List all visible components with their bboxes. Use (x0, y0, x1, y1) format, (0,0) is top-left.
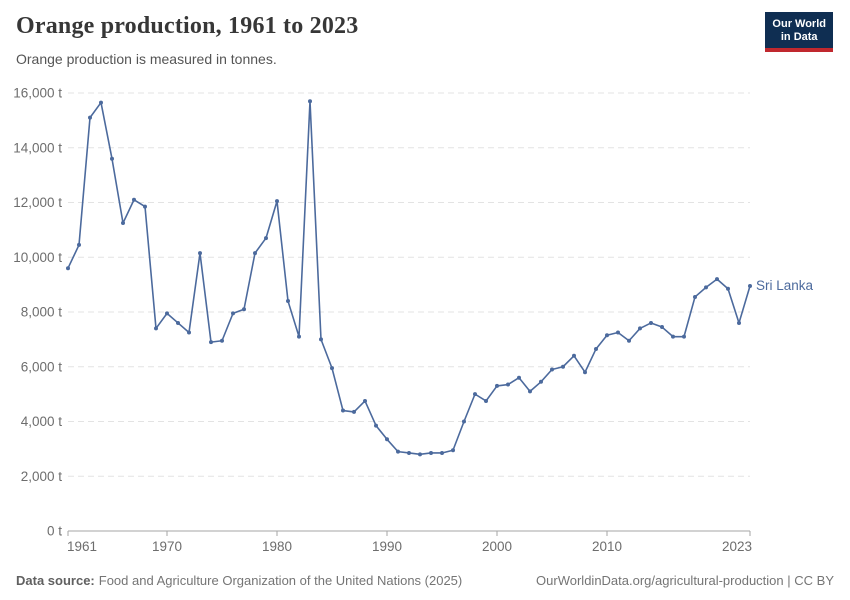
data-point (198, 251, 202, 256)
data-point (286, 299, 290, 304)
data-source: Data source: Food and Agriculture Organiz… (16, 573, 462, 588)
data-point (440, 450, 444, 455)
data-point (704, 285, 708, 290)
data-point (737, 320, 741, 325)
data-point (726, 286, 730, 291)
data-point (275, 199, 279, 204)
data-point (220, 338, 224, 343)
data-point (352, 409, 356, 414)
y-axis-label: 2,000 t (21, 469, 63, 484)
data-point (495, 383, 499, 388)
data-point (473, 392, 477, 397)
y-axis-label: 10,000 t (13, 250, 62, 265)
data-point (176, 320, 180, 325)
data-point (77, 242, 81, 247)
data-point (748, 283, 752, 288)
data-point (506, 382, 510, 387)
data-point (429, 450, 433, 455)
data-point (539, 379, 543, 384)
data-point (671, 334, 675, 339)
footer-cc-by: CC BY (794, 573, 834, 588)
data-point (165, 311, 169, 316)
data-point (99, 100, 103, 105)
data-point (121, 221, 125, 226)
x-axis-label: 2023 (722, 539, 752, 554)
y-axis-label: 8,000 t (21, 305, 63, 320)
data-source-text: Food and Agriculture Organization of the… (98, 573, 463, 588)
data-point (330, 366, 334, 371)
x-axis-label: 1990 (372, 539, 402, 554)
data-point (308, 99, 312, 104)
data-point (209, 340, 213, 345)
data-point (187, 330, 191, 335)
owid-logo-line2: in Data (780, 31, 818, 43)
data-point (231, 311, 235, 316)
chart-subtitle: Orange production is measured in tonnes. (16, 51, 277, 67)
data-point (341, 408, 345, 413)
chart-footer: Data source: Food and Agriculture Organiz… (16, 573, 834, 588)
data-point (396, 449, 400, 454)
data-point (363, 398, 367, 403)
data-point (638, 326, 642, 331)
y-axis-label: 12,000 t (13, 195, 62, 210)
data-point (264, 236, 268, 241)
data-point (627, 338, 631, 343)
data-point (418, 452, 422, 457)
data-point (550, 367, 554, 372)
entity-label[interactable]: Sri Lanka (756, 278, 814, 293)
x-axis-label: 2000 (482, 539, 512, 554)
data-point (319, 337, 323, 342)
footer-license: OurWorldinData.org/agricultural-producti… (536, 573, 834, 588)
data-point (385, 437, 389, 442)
data-point (462, 419, 466, 424)
y-axis-label: 16,000 t (13, 86, 62, 101)
data-point (594, 346, 598, 351)
data-point (583, 370, 587, 375)
chart-title: Orange production, 1961 to 2023 (16, 13, 359, 39)
data-point (451, 448, 455, 453)
data-point (253, 251, 257, 256)
data-point (693, 294, 697, 299)
data-point (88, 115, 92, 120)
data-point (66, 266, 70, 271)
x-axis-label: 1980 (262, 539, 292, 554)
y-axis-label: 6,000 t (21, 359, 63, 374)
footer-link[interactable]: OurWorldinData.org/agricultural-producti… (536, 573, 784, 588)
data-point (605, 333, 609, 338)
data-point (154, 326, 158, 331)
data-point (110, 156, 114, 161)
data-point (572, 353, 576, 358)
data-point (407, 450, 411, 455)
data-point (616, 330, 620, 335)
data-point (561, 364, 565, 369)
x-axis-label: 1970 (152, 539, 182, 554)
data-point (484, 398, 488, 403)
data-point (242, 307, 246, 312)
y-axis-label: 14,000 t (13, 140, 62, 155)
data-source-label: Data source: (16, 573, 95, 588)
y-axis-label: 0 t (47, 524, 62, 539)
owid-logo[interactable]: Our World in Data (765, 12, 833, 52)
x-axis-label: 2010 (592, 539, 622, 554)
data-point (297, 334, 301, 339)
data-point (649, 320, 653, 325)
data-point (715, 277, 719, 282)
data-point (143, 204, 147, 209)
data-point (374, 423, 378, 428)
data-point (132, 197, 136, 202)
y-axis-label: 4,000 t (21, 414, 63, 429)
x-axis-label: 1961 (67, 539, 97, 554)
owid-logo-line1: Our World (772, 18, 826, 30)
series-line (67, 100, 751, 456)
data-point (528, 389, 532, 394)
data-point (660, 325, 664, 330)
footer-separator: | (783, 573, 795, 588)
data-point (682, 334, 686, 339)
data-point (517, 375, 521, 380)
